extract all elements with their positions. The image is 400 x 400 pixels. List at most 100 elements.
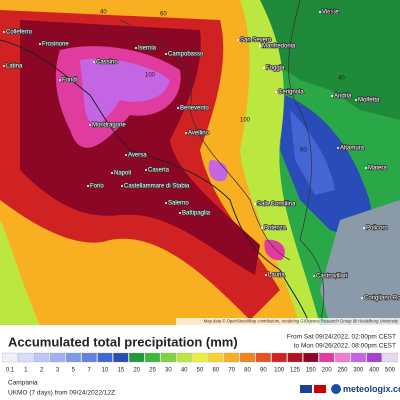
place-label: Sala Consilina [257,202,296,208]
legend-tick-label: 150 [306,368,317,374]
legend-tick-label: 2 [40,368,44,374]
place-label: Cerignola [278,90,304,96]
contour-labels: 40 60 100 40 60 100 40 [100,10,345,154]
legend-tick-label: 0.1 [6,368,15,374]
place-label: Mondragone [92,123,126,129]
map: Colleferro Frosinone Latina Fondi Cassino Ise… [0,0,400,326]
place-label: Foggia [266,66,285,72]
place-dot [3,31,5,33]
legend-tick-label: 400 [369,368,380,374]
sea [320,200,400,325]
legend-tick-label: 1 [24,368,28,374]
time-from: From Sat 09/24/2022, 02:00pm CEST [287,334,396,341]
color-swatch [18,352,34,363]
place-dot [3,65,5,67]
place-dot [177,107,179,109]
place-label: Colleferro [6,30,33,36]
contour-label: 60 [160,12,167,18]
legend-tick-label: 15 [117,368,124,374]
place-dot [165,53,167,55]
contour-label: 60 [300,148,307,154]
place-label: Battipaglia [182,211,211,217]
place-label: San Severo [240,38,272,44]
place-dot [179,212,181,214]
place-dot [185,132,187,134]
color-swatch [34,352,50,363]
place-dot [365,167,367,169]
place-label: Policoro [366,226,388,232]
color-swatch [176,352,192,363]
time-to: to Mon 09/26/2022, 08:00pm CEST [294,343,396,350]
region-name: Campania [8,380,38,387]
color-swatch [81,352,97,363]
place-label: Salerno [168,201,189,207]
place-label: Altamura [340,146,365,152]
color-swatch [287,352,303,363]
place-dot [93,61,95,63]
place-dot [263,67,265,69]
legend-tick-label: 20 [133,368,140,374]
color-swatch [49,352,66,363]
contour-label: 40 [328,10,335,16]
place-dot [87,185,89,187]
place-dot [265,274,267,276]
place-label: Caserta [148,168,170,174]
place-label: Matera [368,166,387,172]
color-swatch [334,352,351,363]
color-swatch [97,352,113,363]
legend-tick-label: 40 [181,368,188,374]
place-label: Aversa [128,153,147,159]
legend-tick-label: 250 [337,368,348,374]
place-dot [254,203,256,205]
color-swatch [255,352,271,363]
logo-icon [331,384,341,394]
legend-tick-label: 500 [385,368,396,374]
flag-icon[interactable] [314,385,326,393]
legend-title: Accumulated total precipitation (mm) [8,334,238,349]
color-swatch [192,352,208,363]
legend-tick-label: 50 [197,368,204,374]
place-label: Potenza [264,226,287,232]
place-dot [331,95,333,97]
place-label: Cassino [96,60,118,66]
color-swatch [239,352,256,363]
legend-tick-label: 7 [87,368,91,374]
place-label: Latina [6,64,23,70]
place-dot [111,172,113,174]
region-border [288,0,325,326]
place-label: Benevento [180,106,209,112]
place-dot [121,185,123,187]
color-swatch [2,352,18,363]
brand[interactable]: meteologix.com [343,384,400,394]
place-dot [337,147,339,149]
place-label: Manfredonia [262,44,296,50]
attribution: Map data © OpenStreetMap contributors, r… [204,319,399,324]
contour-label: 100 [240,118,251,124]
place-dot [89,124,91,126]
place-dot [165,202,167,204]
place-label: Fondi [62,78,77,84]
field-purple [80,58,170,124]
place-dot [59,79,61,81]
color-swatch [144,352,161,363]
place-dot [39,43,41,45]
color-swatch [350,352,366,363]
contour-label: 40 [338,76,345,82]
legend-tick-label: 80 [244,368,251,374]
place-dot [275,91,277,93]
color-swatch [224,352,240,363]
place-label: Castrovillari [316,274,347,280]
place-dot [363,227,365,229]
color-swatch [366,352,382,363]
place-dot [361,297,363,299]
coastline [0,39,311,326]
legend-tick-label: 70 [228,368,235,374]
place-dot [261,227,263,229]
legend-tick-label: 3 [56,368,60,374]
place-label: Vieste [322,10,339,16]
color-swatch [303,352,319,363]
place-dot [135,47,137,49]
model-info: UKMO (7 days) from 09/24/2022/12Z [8,390,115,397]
flag-icon[interactable] [300,385,312,393]
